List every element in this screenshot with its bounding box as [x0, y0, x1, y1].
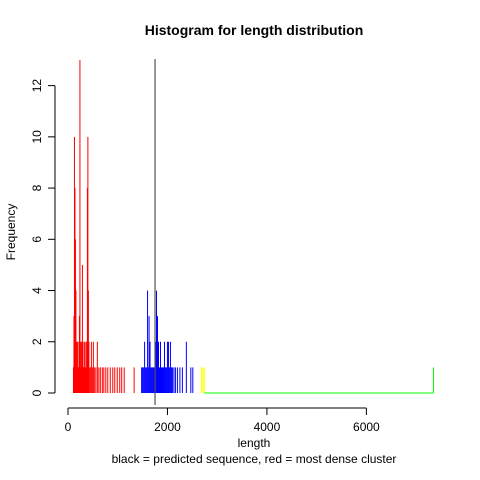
y-tick-label: 2 — [30, 338, 44, 345]
y-tick-label: 10 — [30, 130, 44, 144]
chart-title: Histogram for length distribution — [145, 22, 364, 38]
x-tick-label: 6000 — [353, 420, 380, 434]
x-tick-label: 2000 — [154, 420, 181, 434]
y-tick-label: 4 — [30, 287, 44, 294]
y-tick-label: 8 — [30, 184, 44, 191]
x-axis-label: length — [238, 436, 271, 450]
y-tick-label: 6 — [30, 236, 44, 243]
y-tick-label: 0 — [30, 389, 44, 396]
y-tick-label: 12 — [30, 79, 44, 93]
x-tick-label: 4000 — [254, 420, 281, 434]
y-axis-label: Frequency — [4, 204, 18, 261]
x-tick-label: 0 — [65, 420, 72, 434]
chart-subtitle: black = predicted sequence, red = most d… — [112, 452, 397, 466]
